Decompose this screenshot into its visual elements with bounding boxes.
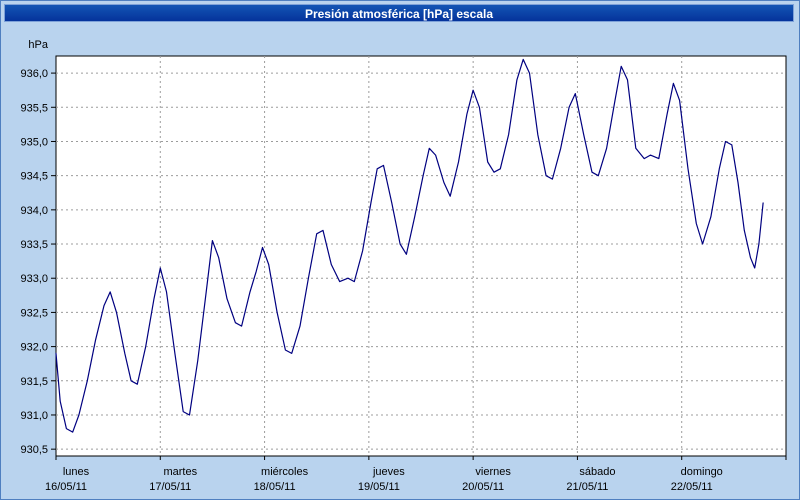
x-date-label: 20/05/11 [462, 481, 504, 493]
y-tick-label: 930,5 [20, 444, 48, 456]
y-axis-unit-label: hPa [28, 39, 48, 51]
y-tick-label: 931,5 [20, 376, 48, 388]
y-tick-label: 933,0 [20, 273, 48, 285]
y-tick-label: 932,5 [20, 307, 48, 319]
x-date-label: 21/05/11 [566, 481, 608, 493]
x-day-label: viernes [475, 466, 511, 478]
x-day-label: miércoles [261, 466, 309, 478]
y-tick-label: 934,0 [20, 205, 48, 217]
chart-title-bar: Presión atmosférica [hPa] escala [4, 4, 794, 22]
x-day-label: martes [163, 466, 197, 478]
x-day-label: lunes [63, 466, 90, 478]
y-tick-label: 932,0 [20, 342, 48, 354]
y-tick-label: 936,0 [20, 68, 48, 80]
x-day-label: domingo [681, 466, 723, 478]
x-day-label: sábado [579, 466, 615, 478]
x-date-label: 17/05/11 [149, 481, 191, 493]
x-day-label: jueves [372, 466, 405, 478]
x-date-label: 19/05/11 [358, 481, 400, 493]
pressure-line [55, 58, 764, 433]
y-tick-label: 934,5 [20, 171, 48, 183]
y-tick-label: 933,5 [20, 239, 48, 251]
y-tick-label: 935,0 [20, 136, 48, 148]
x-date-label: 22/05/11 [671, 481, 713, 493]
x-date-label: 18/05/11 [254, 481, 296, 493]
chart-title: Presión atmosférica [hPa] escala [304, 7, 494, 21]
plot-area [55, 55, 787, 457]
x-date-label: 16/05/11 [45, 481, 87, 493]
y-tick-label: 935,5 [20, 102, 48, 114]
y-tick-label: 931,0 [20, 410, 48, 422]
